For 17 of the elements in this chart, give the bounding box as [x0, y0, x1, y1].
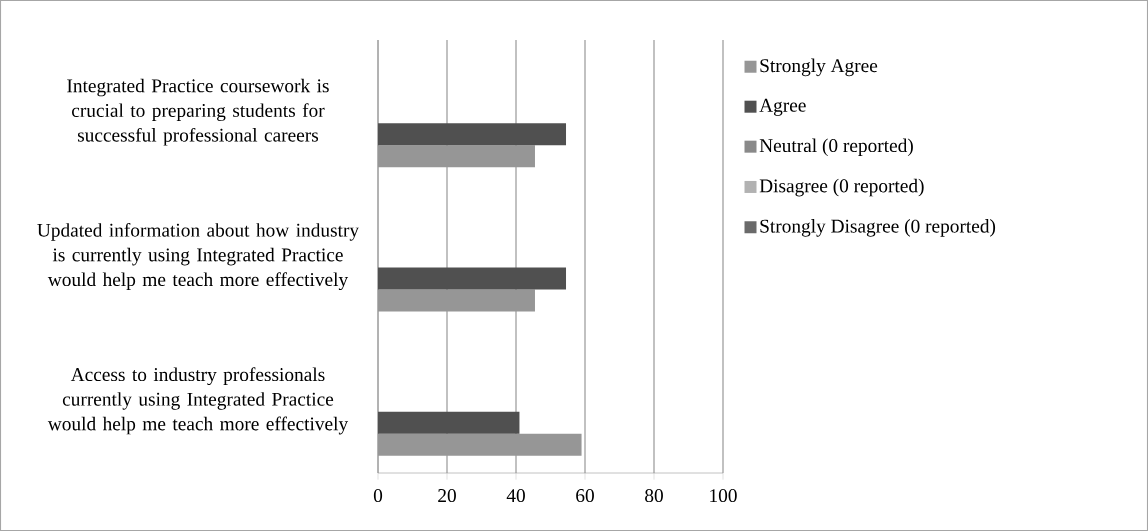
bar [378, 267, 567, 290]
y-tick-label: Updated information about how industry is currently using Integrated Practice would help me teach more effectively [37, 222, 359, 291]
legend-label: Strongly Agree [760, 58, 878, 77]
legend-label: Neutral (0 reported) [759, 138, 913, 157]
x-tick-label: 100 [710, 489, 737, 503]
legend-label: Disagree (0 reported) [759, 178, 924, 197]
x-tick-label: 80 [645, 489, 663, 503]
legend-label: Strongly Disagree (0 reported) [760, 219, 996, 237]
x-tick-label: 40 [506, 489, 525, 503]
x-tick-label: 60 [576, 489, 594, 503]
bar [378, 411, 520, 434]
legend-label: Agree [759, 98, 806, 116]
x-tick-label: 20 [438, 489, 456, 503]
x-tick-label: 0 [373, 489, 383, 503]
bar [378, 123, 567, 146]
y-tick-label: Access to industry professionals currently using Integrated Practice would help me teach more effectively [47, 367, 349, 435]
y-tick-label: Integrated Practice coursework is crucial to preparing students for successful professional careers [67, 78, 329, 146]
